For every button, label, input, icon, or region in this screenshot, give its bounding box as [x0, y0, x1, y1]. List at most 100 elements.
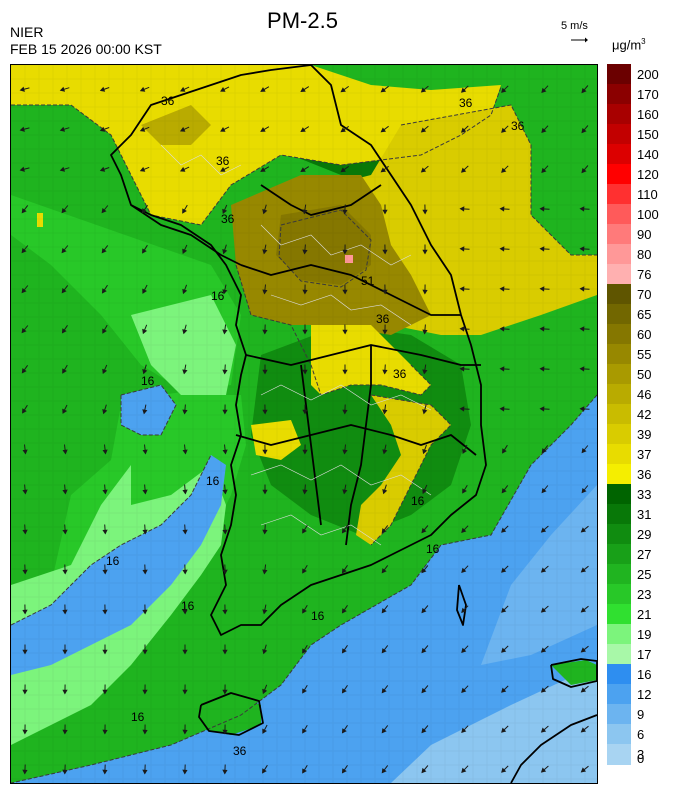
wind-arrow-icon [220, 87, 226, 92]
wind-arrow-icon [260, 127, 266, 132]
wind-arrow-icon [300, 87, 306, 92]
wind-arrow-icon [222, 289, 228, 295]
wind-arrow-icon [262, 409, 268, 415]
wind-arrow-icon [102, 328, 107, 334]
legend-swatch [607, 424, 631, 445]
wind-arrow-icon [382, 488, 388, 495]
border-line-5 [300, 364, 322, 526]
wind-arrow-icon [102, 368, 108, 375]
wind-arrow-icon [260, 167, 266, 172]
wind-arrow-icon [541, 448, 547, 454]
legend-label: 36 [637, 467, 652, 482]
border-line-7 [260, 184, 382, 216]
legend-swatch [607, 444, 631, 465]
wind-arrow-icon [501, 767, 507, 773]
contour-label: 36 [459, 96, 473, 110]
wind-arrow-icon [182, 769, 188, 775]
contour-label: 36 [216, 154, 230, 168]
wind-arrow-icon [341, 608, 347, 614]
wind-arrow-icon [302, 568, 307, 574]
legend-label: 90 [637, 227, 652, 242]
wind-arrow-icon [342, 409, 348, 415]
legend-swatch [607, 64, 631, 85]
wind-arrow-icon [262, 688, 268, 695]
wind-arrow-icon [62, 729, 68, 735]
wind-arrow-icon [302, 608, 307, 614]
wind-reference-arrow-icon [571, 37, 588, 43]
wind-arrow-icon [102, 408, 108, 415]
wind-arrow-icon [501, 527, 507, 533]
wind-arrow-icon [102, 769, 108, 775]
wind-arrow-icon [262, 609, 268, 615]
wind-arrow-icon [102, 529, 108, 535]
wind-arrow-icon [501, 647, 507, 653]
wind-arrow-icon [302, 369, 308, 375]
legend-swatch [607, 244, 631, 265]
wind-arrow-icon [580, 607, 587, 613]
wind-arrow-icon [581, 487, 587, 494]
district-line-2 [270, 294, 412, 326]
wind-arrow-icon [501, 167, 507, 173]
wind-arrow-icon [222, 208, 228, 215]
wind-arrow-icon [220, 127, 226, 132]
unit-exponent: 3 [641, 37, 646, 46]
wind-arrow-icon [460, 127, 467, 133]
wind-arrow-icon [382, 369, 388, 375]
wind-arrow-icon [461, 527, 467, 534]
wind-arrow-icon [62, 408, 68, 414]
wind-arrow-icon [182, 609, 188, 615]
wind-arrow-icon [262, 289, 268, 295]
legend-label: 50 [637, 367, 652, 382]
wind-arrow-icon [539, 326, 545, 332]
wind-arrow-icon [540, 527, 547, 533]
wind-arrow-icon [19, 126, 25, 132]
wind-arrow-icon [22, 729, 28, 735]
wind-arrow-icon [539, 206, 545, 212]
concentration-unit: μg/m3 [612, 37, 646, 52]
contour-label: 36 [511, 119, 525, 133]
legend-swatch [607, 344, 631, 365]
wind-arrow-icon [61, 207, 67, 214]
legend-swatch [607, 524, 631, 545]
wind-arrow-icon [142, 609, 148, 615]
map-canvas: 36 36 36 36 36 51 36 36 16 16 16 16 16 16 16 16 16 36 [11, 65, 597, 783]
wind-arrow-icon [302, 648, 307, 654]
wind-arrow-icon [262, 449, 268, 455]
wind-arrow-icon [580, 727, 587, 733]
district-line-3 [260, 384, 432, 411]
wind-arrow-icon [102, 649, 108, 655]
legend-swatch [607, 504, 631, 525]
wind-arrow-icon [182, 449, 188, 455]
wind-arrow-icon [422, 329, 428, 335]
wind-arrow-icon [142, 409, 148, 415]
wind-arrow-icon [62, 449, 68, 455]
wind-arrow-icon [460, 167, 467, 173]
wind-arrow-icon [21, 327, 27, 334]
wind-arrow-icon [21, 287, 27, 294]
wind-arrow-icon [99, 126, 106, 132]
legend-swatch [607, 104, 631, 125]
legend-label: 65 [637, 307, 652, 322]
wind-arrow-icon [461, 567, 467, 574]
wind-arrow-icon [142, 649, 148, 655]
wind-arrow-icon [302, 449, 308, 455]
wind-arrow-icon [421, 767, 427, 774]
wind-arrow-icon [422, 448, 428, 455]
contour-label: 16 [426, 542, 440, 556]
wind-arrow-icon [541, 87, 547, 94]
wind-arrow-icon [422, 209, 428, 215]
legend-label: 27 [637, 547, 652, 562]
wind-arrow-icon [380, 127, 387, 133]
wind-arrow-icon [342, 449, 348, 455]
wind-arrow-icon [540, 607, 547, 613]
wind-arrow-icon [102, 489, 108, 495]
wind-arrow-icon [302, 688, 307, 694]
wind-arrow-icon [182, 649, 188, 655]
wind-arrow-icon [541, 167, 547, 174]
agency-name: NIER [10, 24, 44, 40]
wind-arrow-icon [579, 246, 585, 252]
wind-arrow-icon [459, 246, 465, 252]
legend-label: 39 [637, 427, 652, 442]
wind-arrow-icon [381, 528, 387, 534]
wind-arrow-icon [182, 248, 188, 255]
